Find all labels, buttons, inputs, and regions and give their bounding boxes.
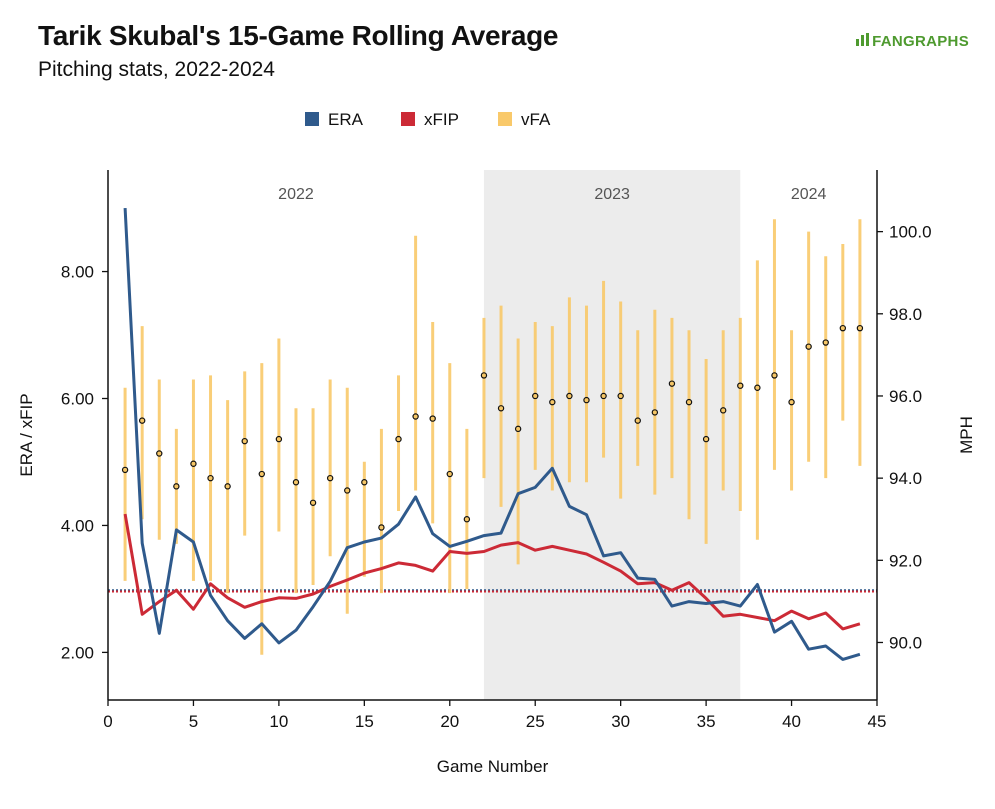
legend-swatch-vfa (498, 112, 512, 126)
legend-item-xfip: xFIP (401, 110, 459, 130)
vfa-point (737, 382, 744, 389)
vfa-point (309, 499, 317, 506)
y-right-tick-label: 98.0 (889, 305, 922, 324)
vfa-point (207, 474, 214, 482)
vfa-point (532, 392, 539, 400)
vfa-point (361, 479, 368, 486)
x-tick-label: 10 (269, 712, 288, 731)
y-right-tick-label: 100.0 (889, 223, 932, 242)
vfa-point (754, 384, 761, 391)
vfa-point (822, 339, 829, 346)
vfa-point (241, 437, 248, 445)
vfa-point (446, 470, 453, 478)
vfa-point (429, 415, 436, 422)
season-label-2023: 2023 (594, 186, 630, 203)
x-tick-label: 30 (611, 712, 630, 731)
chart-title: Tarik Skubal's 15-Game Rolling Average (38, 20, 559, 51)
vfa-point (224, 483, 231, 490)
x-tick-label: 0 (103, 712, 112, 731)
vfa-point (121, 466, 129, 474)
vfa-point (805, 343, 812, 350)
y-axis-title-right: MPH (957, 416, 976, 454)
vfa-point (497, 405, 505, 412)
vfa-point (720, 407, 727, 414)
fangraphs-logo-icon (856, 33, 870, 50)
vfa-point (173, 483, 180, 490)
vfa-point (566, 392, 573, 400)
vfa-point (138, 417, 146, 424)
y-right-tick-label: 96.0 (889, 387, 922, 406)
vfa-point (668, 380, 676, 387)
era-line (123, 208, 861, 661)
legend-label-xfip: xFIP (424, 110, 459, 129)
vfa-point (190, 460, 197, 467)
vfa-point (788, 398, 795, 406)
y-right-tick-label: 94.0 (889, 469, 922, 488)
vfa-point (156, 450, 163, 457)
vfa-point (463, 516, 471, 523)
vfa-point (344, 487, 351, 494)
brand-text: FANGRAPHS (872, 33, 969, 50)
legend-swatch-xfip (401, 112, 415, 126)
vfa-point (275, 435, 283, 443)
x-axis-title: Game Number (437, 757, 549, 776)
x-tick-label: 15 (355, 712, 374, 731)
xfip-line (123, 513, 861, 631)
season-label-2022: 2022 (278, 186, 314, 203)
x-tick-label: 20 (440, 712, 459, 731)
vfa-point (395, 435, 402, 443)
vfa-point (771, 372, 778, 379)
y-right-tick-label: 92.0 (889, 551, 922, 570)
y-right-tick-label: 90.0 (889, 633, 922, 652)
x-tick-label: 35 (697, 712, 716, 731)
vfa-point (292, 479, 300, 486)
legend-swatch-era (305, 112, 319, 126)
vfa-point (600, 392, 607, 400)
vfa-point (378, 524, 385, 531)
vfa-point (258, 470, 265, 478)
legend-label-vfa: vFA (521, 110, 551, 129)
vfa-point (651, 409, 659, 416)
y-left-tick-label: 8.00 (61, 263, 94, 282)
vfa-point (480, 372, 488, 379)
vfa-point (583, 396, 590, 404)
x-tick-label: 5 (189, 712, 198, 731)
vfa-point (549, 398, 556, 406)
vfa-point (856, 324, 864, 332)
vfa-point (326, 474, 334, 482)
y-left-tick-label: 6.00 (61, 390, 94, 409)
y-left-tick-label: 2.00 (61, 643, 94, 662)
legend-label-era: ERA (328, 110, 363, 129)
vfa-point (839, 324, 847, 332)
brand-logo: FANGRAPHS (856, 33, 969, 50)
vfa-point (702, 435, 710, 443)
season-label-2024: 2024 (791, 186, 827, 203)
y-axis-title-left: ERA / xFIP (17, 393, 36, 476)
x-tick-label: 25 (526, 712, 545, 731)
vfa-point (412, 413, 419, 420)
vfa-point (685, 398, 693, 406)
vfa-point (617, 392, 624, 400)
vfa-point (634, 417, 641, 424)
x-tick-label: 40 (782, 712, 801, 731)
season-band-2023 (483, 170, 741, 700)
chart-subtitle: Pitching stats, 2022-2024 (38, 58, 275, 81)
x-tick-label: 45 (868, 712, 887, 731)
legend-item-vfa: vFA (498, 110, 550, 130)
y-left-tick-label: 4.00 (61, 516, 94, 535)
legend-item-era: ERA (305, 110, 363, 130)
vfa-point (514, 425, 522, 433)
